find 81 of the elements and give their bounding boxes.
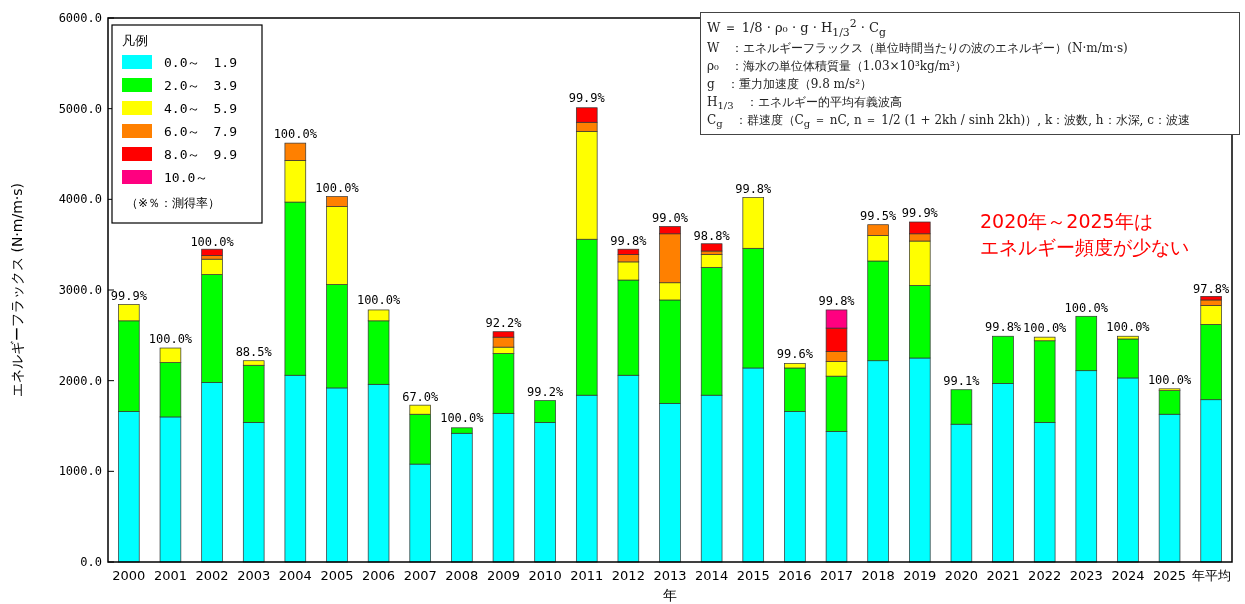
annotation: 99.8% [984,320,1022,335]
annotation: 99.1% [943,373,981,388]
annotation: 99.5% [860,209,897,224]
annotation: （※％：測得率） [126,196,221,210]
bar [700,243,723,252]
text: H$_{1/3}$ ：エネルギー的平均有義波高 [707,94,902,112]
x-tick-label: 2005 [320,568,354,583]
legend-label: 4.0～ 5.9 [164,101,237,116]
annotation: ρ₀ ：海水の単位体積質量（1.03×10³kg/m³） [707,57,968,75]
annotation: エネルギー頻度が少ない [980,236,1189,258]
y-tick-label: 4000.0 [58,192,102,207]
x-tick-label: 2003 [237,568,271,583]
x-tick-label: 2019 [903,568,937,583]
annotation: 2020年～2025年は [980,210,1153,232]
y-tick-label: 2000.0 [58,373,102,388]
legend-title: 凡例 [122,33,148,48]
annotation: 100.0% [1147,372,1192,387]
legend-label: 2.0～ 3.9 [164,78,237,93]
annotation: 99.0% [651,210,689,225]
annotation: 67.0% [402,389,440,404]
x-tick-label: 2013 [653,568,687,583]
x-tick-label: 2025 [1153,568,1187,583]
x-tick-label: 2009 [486,568,521,583]
x-tick-label: 2000 [112,568,146,583]
legend-label: 10.0～ [164,170,209,185]
annotation: 97.8% [1193,281,1231,296]
x-tick-label: 2022 [1028,568,1062,583]
x-tick-label: 2011 [570,568,604,583]
y-tick-label: 1000.0 [58,464,102,479]
annotation: 100.0% [1106,320,1151,335]
annotation: 100.0% [440,411,485,426]
x-tick-label: 2015 [736,568,770,583]
x-tick-label: 2020 [944,568,978,583]
y-tick-label: 5000.0 [58,101,102,116]
x-tick-label: 2007 [403,568,437,583]
annotation: 100.0% [356,293,402,308]
x-tick-label: 2014 [695,568,729,583]
y-tick-label: 3000.0 [58,283,102,297]
annotation: 99.6% [776,347,814,362]
x-tick-label: 2001 [153,568,187,583]
annotation: 92.2% [485,316,523,331]
x-axis-title: 年 [663,587,677,603]
annotation: 99.9% [901,206,939,221]
x-tick-label: 2024 [1111,568,1145,583]
x-tick-label: 2010 [528,568,562,583]
x-tick-label: 2008 [445,568,479,583]
annotation: 99.8% [610,234,648,249]
annotation: 98.8% [693,229,731,244]
legend-label: 6.0～ 7.9 [164,124,237,139]
y-tick-label: 0.0 [80,555,102,569]
annotation: 100.0% [148,332,193,347]
x-tick-label: 2002 [195,568,229,583]
annotation: 99.9% [568,91,606,106]
annotation: 99.8% [735,182,773,197]
annotation: 100.0% [273,127,318,142]
annotation: 88.5% [235,344,273,359]
annotation: 99.2% [527,384,564,399]
x-tick-label: 2021 [986,568,1020,583]
annotation: 100.0% [1022,321,1068,336]
x-tick-label: 2023 [1069,568,1103,583]
annotation: 100.0% [1064,300,1109,315]
x-tick-label: 2004 [278,568,312,583]
annotation: 100.0% [190,234,235,249]
annotation: W ：エネルギーフラックス（単位時間当たりの波のエネルギー）(N·m/m·s) [707,39,1129,57]
x-tick-label: 2012 [611,568,645,583]
y-axis-title: エネルギーフラックス (N·m/m·s) [9,182,25,398]
annotation: 99.8% [818,293,856,308]
text: C$_{g}$ ：群速度（C$_{g}$ ＝ nC, n ＝ 1/2 (1 + 2kh / sinh 2kh)）, k：波数, h：水深, c：波速 [707,113,1190,130]
bar [201,248,223,256]
x-tick-label: 2016 [778,568,812,583]
legend-label: 0.0～ 1.9 [164,55,237,70]
annotation: 99.9% [110,288,148,303]
annotation: g ：重力加速度（9.8 m/s²） [707,75,873,93]
x-tick-label: 2018 [861,568,895,583]
x-tick-label: 年平均 [1191,568,1231,583]
y-tick-label: 6000.0 [58,11,102,25]
x-tick-label: 2006 [362,568,396,583]
annotation: W ＝ 1/8 · ρ₀ · g · H$_{1/3}$$^{2}$ · C$_{g}$ [707,17,887,39]
annotation: 100.0% [315,180,360,195]
x-tick-label: 2017 [819,568,854,583]
legend-label: 8.0～ 9.9 [164,147,237,162]
